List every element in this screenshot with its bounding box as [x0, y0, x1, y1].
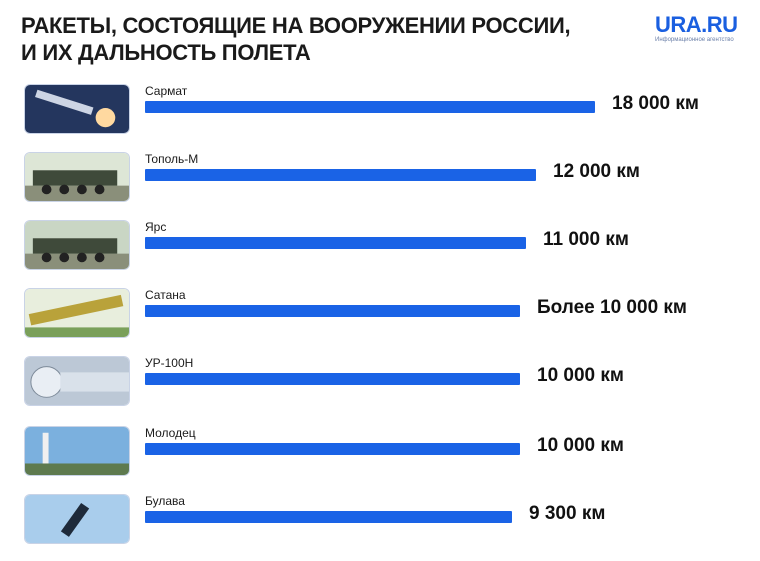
chart-row: Ярс 11 000 км [0, 220, 760, 276]
category-label: Молодец [145, 426, 196, 440]
sarmat-missile-photo [24, 84, 130, 134]
value-label: 9 300 км [529, 503, 606, 524]
category-label: УР-100Н [145, 356, 194, 370]
category-label: Ярс [145, 220, 167, 234]
chart-row: Сатана Более 10 000 км [0, 288, 760, 344]
value-label: Более 10 000 км [537, 297, 687, 318]
value-label: 10 000 км [537, 435, 624, 456]
yars-launcher-photo [24, 220, 130, 270]
bar [145, 373, 520, 385]
chart-row: Тополь-М 12 000 км [0, 152, 760, 208]
value-label: 11 000 км [543, 229, 629, 250]
value-label: 10 000 км [537, 365, 624, 386]
category-label: Булава [145, 494, 185, 508]
chart-row: Молодец 10 000 км [0, 426, 760, 482]
bar [145, 305, 520, 317]
brand-name: URA.RU [655, 12, 738, 37]
bar [145, 511, 512, 523]
topol-m-launcher-photo [24, 152, 130, 202]
bar [145, 237, 526, 249]
category-label: Сатана [145, 288, 186, 302]
chart-row: Булава 9 300 км [0, 494, 760, 550]
bar [145, 169, 536, 181]
molodets-launch-photo [24, 426, 130, 476]
chart-row: УР-100Н 10 000 км [0, 356, 760, 412]
category-label: Сармат [145, 84, 188, 98]
category-label: Тополь-М [145, 152, 199, 166]
title-line-2: И ИХ ДАЛЬНОСТЬ ПОЛЕТА [21, 40, 311, 65]
page-title: РАКЕТЫ, СОСТОЯЩИЕ НА ВООРУЖЕНИИ РОССИИ, … [21, 12, 581, 66]
brand-subtitle: Информационное агентство [655, 37, 734, 43]
title-line-1: РАКЕТЫ, СОСТОЯЩИЕ НА ВООРУЖЕНИИ РОССИИ, [21, 13, 571, 38]
satana-missile-photo [24, 288, 130, 338]
brand-logo[interactable]: URA.RU Информационное агентство [655, 14, 747, 44]
chart-row: Сармат 18 000 км [0, 84, 760, 140]
bar [145, 443, 520, 455]
value-label: 12 000 км [553, 161, 640, 182]
bar [145, 101, 595, 113]
ur-100n-missile-photo [24, 356, 130, 406]
bulava-launch-photo [24, 494, 130, 544]
value-label: 18 000 км [612, 93, 699, 114]
